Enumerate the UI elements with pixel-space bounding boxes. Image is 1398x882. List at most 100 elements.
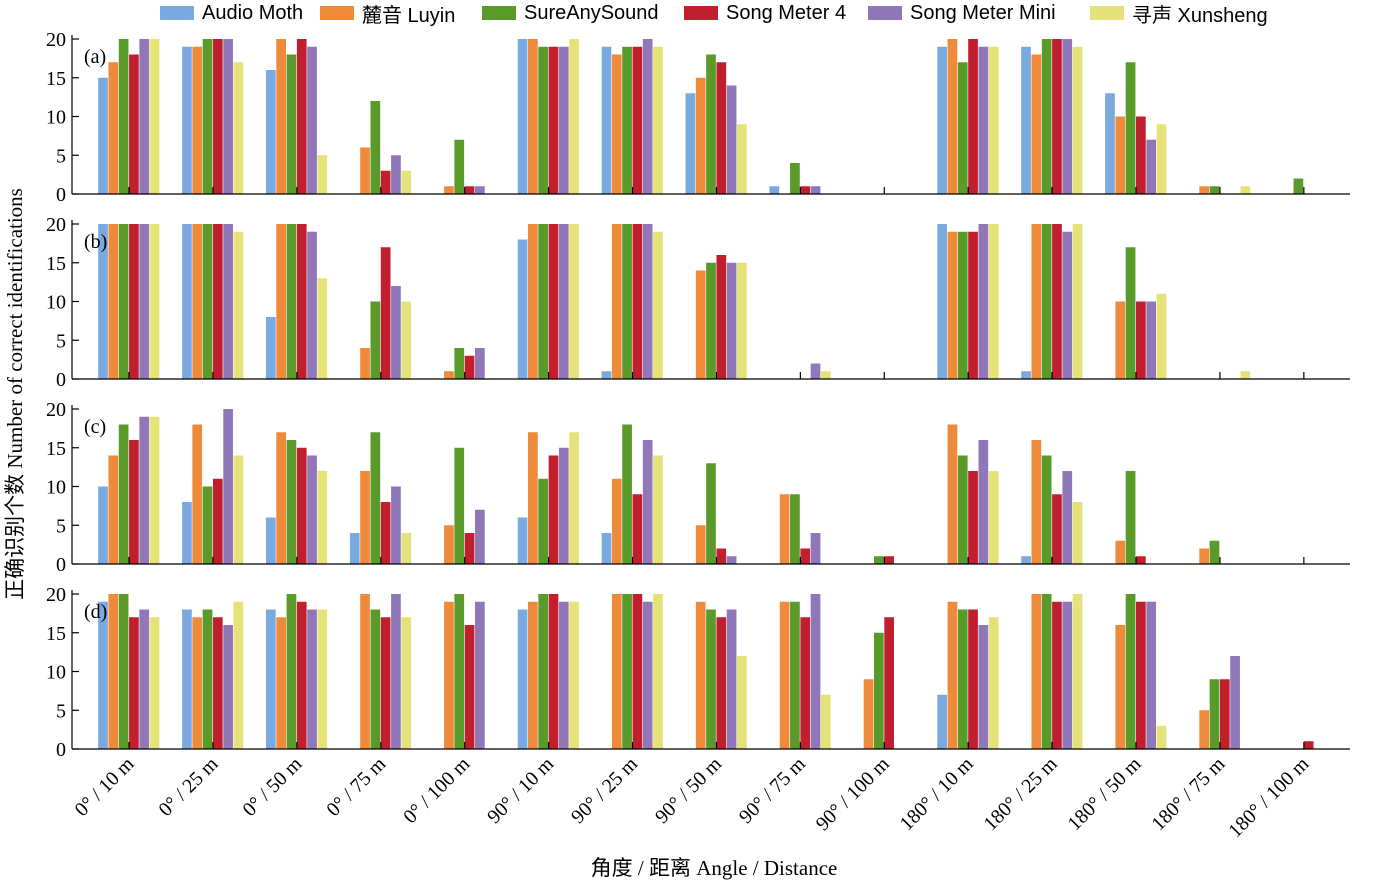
x-tick-label: 0° / 50 m xyxy=(238,753,306,821)
bar xyxy=(820,371,831,379)
bar xyxy=(1052,39,1062,194)
bar xyxy=(1031,54,1042,194)
bar xyxy=(1041,224,1052,379)
bar xyxy=(569,601,579,749)
legend-swatch-song-meter-4 xyxy=(684,6,718,20)
legend: Audio Moth 麓音 Luyin SureAnySound Song Me… xyxy=(0,0,1398,28)
bar xyxy=(548,594,559,749)
bar xyxy=(139,609,150,749)
bar xyxy=(202,486,213,564)
bar xyxy=(212,617,223,749)
y-tick-label: 15 xyxy=(46,68,66,90)
bar xyxy=(317,155,328,194)
bar xyxy=(276,39,286,194)
y-tick-label: 5 xyxy=(56,145,66,167)
bar xyxy=(129,617,139,749)
bar xyxy=(139,416,150,564)
bar xyxy=(296,447,307,564)
legend-item-song-meter-4: Song Meter 4 xyxy=(684,2,846,24)
legend-swatch-audio-moth xyxy=(160,6,194,20)
bar xyxy=(212,224,223,379)
bar xyxy=(265,609,276,749)
x-tick-label: 180° / 25 m xyxy=(980,753,1062,835)
bar xyxy=(1021,46,1031,194)
bar xyxy=(810,594,821,749)
bar xyxy=(988,224,999,379)
bar xyxy=(129,224,139,379)
bar xyxy=(653,231,663,379)
bar xyxy=(642,440,653,564)
bar xyxy=(1240,186,1251,194)
bar xyxy=(716,548,727,564)
bar xyxy=(695,525,706,564)
bar xyxy=(978,625,989,749)
legend-item-luyin: 麓音 Luyin xyxy=(320,2,455,27)
bar xyxy=(108,224,119,379)
bar xyxy=(947,601,958,749)
bar xyxy=(307,455,317,564)
bar xyxy=(296,601,307,749)
legend-label-luyin: 麓音 Luyin xyxy=(362,4,456,27)
bar xyxy=(1303,741,1314,749)
bar xyxy=(601,533,612,564)
bar xyxy=(401,301,412,379)
bar xyxy=(1105,93,1115,194)
bar xyxy=(1293,178,1304,194)
bar xyxy=(1062,231,1073,379)
bar xyxy=(622,46,632,194)
bar xyxy=(873,556,884,564)
x-tick-label: 180° / 75 m xyxy=(1147,753,1229,835)
legend-swatch-xunsheng xyxy=(1090,6,1124,20)
bar xyxy=(1052,224,1062,379)
bar xyxy=(233,62,244,194)
bar xyxy=(653,594,663,749)
bar xyxy=(611,478,622,564)
bar xyxy=(475,186,485,194)
bar xyxy=(286,594,297,749)
bar xyxy=(444,601,454,749)
panel-label: (b) xyxy=(84,231,107,253)
bar xyxy=(380,170,391,194)
bar xyxy=(360,471,370,564)
bar xyxy=(642,601,653,749)
bar xyxy=(1136,556,1146,564)
legend-swatch-luyin xyxy=(320,6,354,20)
bar xyxy=(1230,656,1240,749)
bar xyxy=(737,656,747,749)
bar xyxy=(223,409,233,564)
y-tick-label: 15 xyxy=(46,438,66,460)
bar xyxy=(548,224,559,379)
bar xyxy=(192,617,203,749)
bar xyxy=(444,525,454,564)
bar xyxy=(726,556,737,564)
bar xyxy=(1136,301,1146,379)
bar xyxy=(820,694,831,749)
bar xyxy=(632,46,643,194)
bar xyxy=(558,447,569,564)
bar xyxy=(810,363,821,379)
bar xyxy=(1136,601,1146,749)
bar xyxy=(1072,224,1083,379)
x-tick-label: 0° / 100 m xyxy=(399,753,474,828)
x-tick-label: 90° / 10 m xyxy=(483,753,558,828)
bar xyxy=(380,502,391,564)
bar xyxy=(937,224,947,379)
bar xyxy=(118,594,129,749)
bar xyxy=(108,62,119,194)
bar xyxy=(611,54,622,194)
x-tick-label: 90° / 25 m xyxy=(567,753,642,828)
bar xyxy=(558,224,569,379)
y-tick-label: 20 xyxy=(46,214,66,236)
bar xyxy=(380,247,391,379)
bar xyxy=(695,601,706,749)
bar xyxy=(1115,116,1126,194)
bar xyxy=(1072,46,1083,194)
bar xyxy=(265,517,276,564)
bar xyxy=(611,224,622,379)
bar xyxy=(937,46,947,194)
bar xyxy=(642,224,653,379)
bar xyxy=(800,548,811,564)
bar xyxy=(1041,39,1052,194)
bar xyxy=(1062,39,1073,194)
bar xyxy=(223,625,233,749)
